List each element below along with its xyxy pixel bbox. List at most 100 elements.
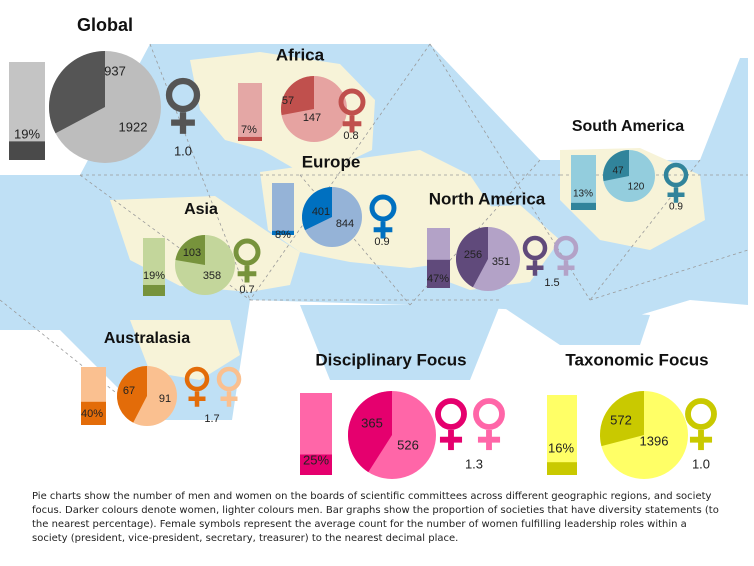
- panel-south-america: South America 13% 47 120 0.9: [571, 118, 689, 213]
- leadership-count-label: 0.9: [669, 202, 683, 213]
- pie-label-women: 572: [610, 412, 632, 427]
- panel-title: Disciplinary Focus: [315, 350, 466, 369]
- panel-europe: Europe 8% 401 844 0.9: [272, 152, 397, 248]
- ocean-shape: [300, 305, 500, 380]
- female-symbol-ring: [522, 235, 548, 261]
- caption: Pie charts show the number of men and wo…: [32, 491, 719, 544]
- pie-label-men: 147: [303, 112, 321, 124]
- panel-title: Taxonomic Focus: [565, 350, 708, 369]
- pie-label-men: 1922: [119, 119, 148, 134]
- female-symbol-icon: [522, 235, 548, 276]
- charts-layer: Global 19% 937 1922 1.0 Africa 7% 57 147 0.8 South…: [9, 15, 717, 479]
- diversity-percent-label: 16%: [548, 440, 574, 455]
- female-symbol-icon: [184, 366, 210, 407]
- diversity-percent-label: 7%: [241, 124, 257, 136]
- map-graticule: [0, 299, 151, 421]
- pie-slice-women: [603, 150, 629, 182]
- diversity-bar-fill: [300, 454, 332, 475]
- female-symbol-icon: [338, 88, 366, 133]
- pie-slice-women: [175, 235, 205, 265]
- female-symbol-ring: [435, 398, 467, 430]
- pie-label-women: 103: [183, 247, 201, 259]
- diversity-percent-label: 25%: [303, 452, 329, 467]
- pie-label-women: 67: [123, 385, 135, 397]
- leadership-count-label: 0.8: [343, 130, 358, 142]
- panel-title: Asia: [184, 201, 218, 218]
- land-shape: [130, 320, 240, 380]
- pie-slice-women: [600, 391, 644, 447]
- pie-label-men: 844: [336, 218, 354, 230]
- diversity-percent-label: 40%: [81, 408, 103, 420]
- map-graticule: [589, 249, 749, 301]
- map-graticule: [249, 43, 431, 301]
- pie-label-women: 57: [282, 95, 294, 107]
- panel-global: Global 19% 937 1922 1.0: [9, 15, 201, 163]
- pie-slice-women: [348, 391, 392, 473]
- panel-title: Australasia: [104, 330, 190, 347]
- female-symbol-icon: [369, 194, 397, 239]
- female-symbol-ring: [216, 366, 242, 392]
- female-symbol-ring: [663, 162, 689, 188]
- pie-label-women: 365: [361, 415, 383, 430]
- panel-title: Africa: [276, 45, 325, 64]
- diversity-bar-fill: [547, 462, 577, 475]
- panel-title: South America: [572, 118, 684, 135]
- pie-label-women: 401: [312, 206, 330, 218]
- female-symbol-icon: [473, 398, 505, 451]
- diversity-bar-background: [571, 155, 596, 210]
- diversity-bar-fill: [238, 136, 262, 141]
- panel-title: Europe: [302, 152, 361, 171]
- female-symbol-ring: [338, 88, 366, 116]
- leadership-count-label: 1.5: [544, 277, 559, 289]
- panel-title: Global: [77, 15, 133, 35]
- female-symbol-icon: [685, 398, 717, 451]
- female-symbol-ring: [369, 194, 397, 222]
- leadership-count-label: 1.3: [465, 456, 483, 471]
- diversity-bar-fill: [81, 401, 106, 425]
- pie-label-women: 256: [464, 249, 482, 261]
- diversity-percent-label: 19%: [143, 270, 165, 282]
- diversity-bar-background: [143, 238, 165, 296]
- panel-africa: Africa 7% 57 147 0.8: [238, 45, 366, 142]
- female-symbol-icon: [233, 238, 261, 283]
- diversity-percent-label: 8%: [275, 229, 291, 241]
- panel-title: North America: [429, 189, 546, 208]
- pie-label-men: 91: [159, 393, 171, 405]
- diversity-percent-label: 47%: [427, 273, 449, 285]
- female-symbol-icon: [663, 162, 689, 203]
- pie-label-men: 120: [628, 182, 645, 193]
- diversity-percent-label: 19%: [14, 126, 40, 141]
- pie-slice-women: [302, 187, 332, 231]
- diversity-bar-background: [272, 183, 294, 235]
- panel-disciplinary-focus: Disciplinary Focus 25% 365 526 1.3: [300, 350, 505, 479]
- pie-slice-women: [117, 366, 147, 423]
- female-symbol-icon: [216, 366, 242, 407]
- leadership-count-label: 1.0: [692, 456, 710, 471]
- diversity-bar-fill: [571, 202, 596, 210]
- ocean-shape: [500, 305, 650, 345]
- panel-north-america: North America 47% 256 351 1.5: [427, 189, 579, 291]
- leadership-count-label: 1.7: [204, 413, 219, 425]
- diversity-bar-fill: [9, 141, 45, 160]
- diversity-bar-fill: [427, 259, 450, 288]
- female-symbol-icon: [553, 235, 579, 276]
- panel-australasia: Australasia 40% 67 91 1.7: [81, 330, 242, 426]
- female-symbol-icon: [165, 77, 201, 134]
- map-graticule: [429, 43, 591, 301]
- female-symbol-icon: [435, 398, 467, 451]
- female-symbol-ring: [233, 238, 261, 266]
- leadership-count-label: 0.9: [374, 236, 389, 248]
- leadership-count-label: 0.7: [239, 284, 254, 296]
- pie-label-men: 526: [397, 437, 419, 452]
- pie-slice-women: [456, 227, 488, 288]
- diversity-bar-background: [238, 83, 262, 141]
- pie-slice-women: [281, 76, 314, 116]
- diversity-bar-fill: [143, 284, 165, 296]
- female-symbol-ring: [553, 235, 579, 261]
- panel-taxonomic-focus: Taxonomic Focus 16% 572 1396 1.0: [547, 350, 717, 479]
- female-symbol-ring: [165, 77, 201, 113]
- female-symbol-ring: [184, 366, 210, 392]
- female-symbol-ring: [473, 398, 505, 430]
